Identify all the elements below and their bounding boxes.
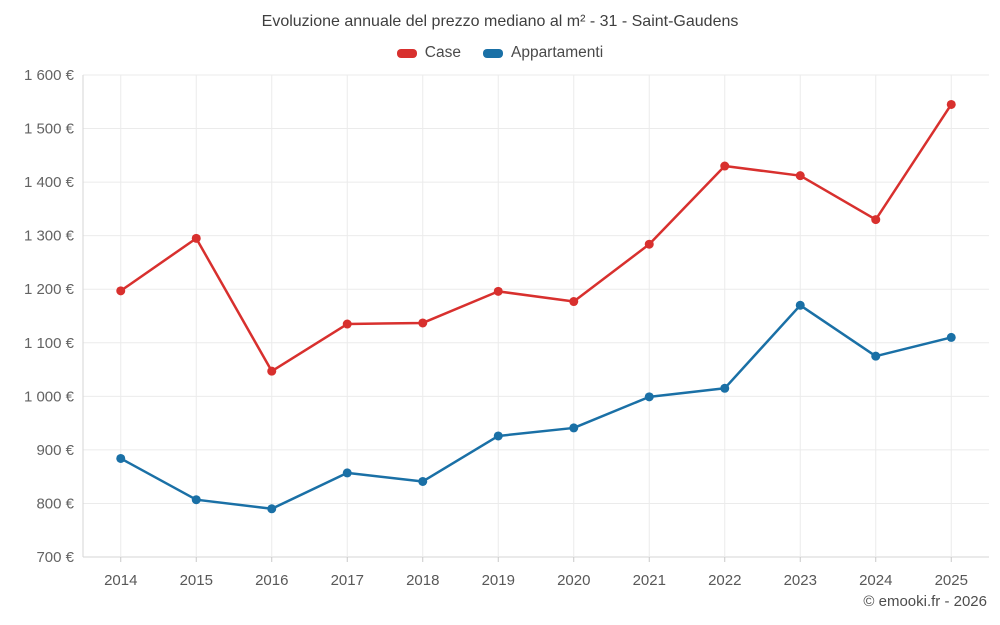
chart-title: Evoluzione annuale del prezzo mediano al…	[261, 13, 739, 30]
svg-text:2014: 2014	[104, 572, 137, 589]
svg-text:2025: 2025	[935, 572, 968, 589]
svg-text:1 300 €: 1 300 €	[24, 228, 75, 245]
svg-text:2017: 2017	[331, 572, 364, 589]
legend: Case Appartamenti	[0, 44, 1000, 62]
svg-text:2022: 2022	[708, 572, 741, 589]
svg-text:2019: 2019	[482, 572, 515, 589]
svg-text:2024: 2024	[859, 572, 892, 589]
legend-swatch-appartamenti	[482, 48, 503, 58]
svg-text:2015: 2015	[180, 572, 213, 589]
svg-text:1 200 €: 1 200 €	[24, 281, 75, 298]
svg-text:1 000 €: 1 000 €	[24, 388, 75, 405]
svg-text:2021: 2021	[633, 572, 666, 589]
svg-text:900 €: 900 €	[36, 442, 74, 459]
svg-text:800 €: 800 €	[36, 495, 74, 512]
svg-text:2016: 2016	[255, 572, 288, 589]
svg-text:2023: 2023	[784, 572, 817, 589]
svg-text:700 €: 700 €	[36, 549, 74, 566]
svg-text:1 500 €: 1 500 €	[24, 121, 75, 138]
legend-item-case[interactable]: Case	[396, 44, 461, 62]
svg-text:1 100 €: 1 100 €	[24, 335, 75, 352]
legend-label-appartamenti: Appartamenti	[510, 44, 604, 61]
legend-item-appartamenti[interactable]: Appartamenti	[482, 44, 604, 62]
svg-text:1 400 €: 1 400 €	[24, 174, 75, 191]
legend-swatch-case	[396, 48, 417, 58]
svg-text:2018: 2018	[406, 572, 439, 589]
copyright-footer: © emooki.fr - 2026	[863, 593, 987, 610]
legend-label-case: Case	[424, 44, 461, 61]
svg-text:1 600 €: 1 600 €	[24, 67, 75, 84]
svg-text:2020: 2020	[557, 572, 590, 589]
